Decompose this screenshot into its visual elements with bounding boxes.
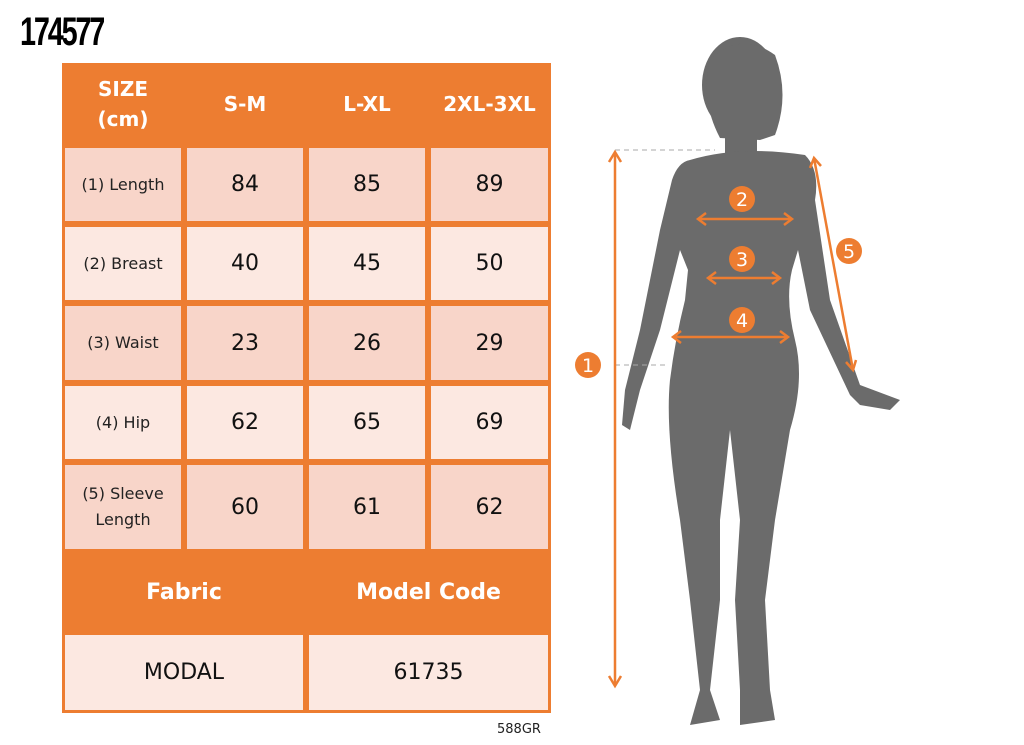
model-code-value: 61735 [309,635,548,710]
size-value-cell: 50 [431,227,548,300]
measurement-arrows [607,149,858,689]
header-size: SIZE (cm) [62,63,184,145]
header-size-line1: SIZE [97,77,148,101]
fabric-value: MODAL [65,635,303,710]
row-label-text: (4) Hip [95,412,151,432]
size-value-cell: 84 [187,148,303,221]
product-code: 174577 [20,10,105,54]
size-value-cell: 29 [431,306,548,380]
size-value-cell: 85 [309,148,425,221]
row-label: (5) Sleeve Length [65,465,181,549]
footer-code: 588GR [497,722,541,737]
row-label: (2) Breast [65,227,181,300]
row-label-text: Length [95,510,151,529]
row-label: (3) Waist [65,306,181,380]
marker-number: 2 [736,189,748,211]
size-value-cell: 45 [309,227,425,300]
size-value-cell: 23 [187,306,303,380]
size-value-cell: 40 [187,227,303,300]
marker-3: 3 [729,246,755,272]
size-value-cell: 60 [187,465,303,549]
size-value-cell: 62 [187,386,303,459]
header-2xl-3xl: 2XL-3XL [443,92,536,116]
fabric-label: Fabric [146,579,222,605]
row-label-text: (1) Length [81,174,165,194]
marker-number: 4 [736,310,748,332]
size-chart-table: SIZE (cm) S-M L-XL 2XL-3XL (1) Length 84 8… [62,63,551,713]
measurement-markers: 1 2 3 4 5 [575,186,862,378]
row-label-text: (3) Waist [87,333,159,352]
guide-lines [615,149,715,366]
size-value-cell: 69 [431,386,548,459]
header-s-m: S-M [223,92,267,116]
row-label: (1) Length [65,148,181,221]
marker-1: 1 [575,352,601,378]
marker-5: 5 [836,238,862,264]
size-value-cell: 61 [309,465,425,549]
marker-4: 4 [729,307,755,333]
row-label-text: (2) Breast [83,253,163,273]
header-l-xl: L-XL [343,92,391,116]
woman-silhouette [622,37,900,725]
marker-number: 1 [582,355,594,377]
body-measurement-figure: 1 2 3 4 5 [575,37,900,725]
size-value-cell: 65 [309,386,425,459]
size-value-cell: 89 [431,148,548,221]
marker-number: 3 [736,249,748,271]
row-label-text: (5) Sleeve [82,484,164,503]
size-value-cell: 26 [309,306,425,380]
marker-number: 5 [843,241,855,263]
marker-2: 2 [729,186,755,212]
header-size-unit: (cm) [97,107,149,131]
size-value-cell: 62 [431,465,548,549]
row-label: (4) Hip [65,386,181,459]
model-code-label: Model Code [356,579,501,605]
